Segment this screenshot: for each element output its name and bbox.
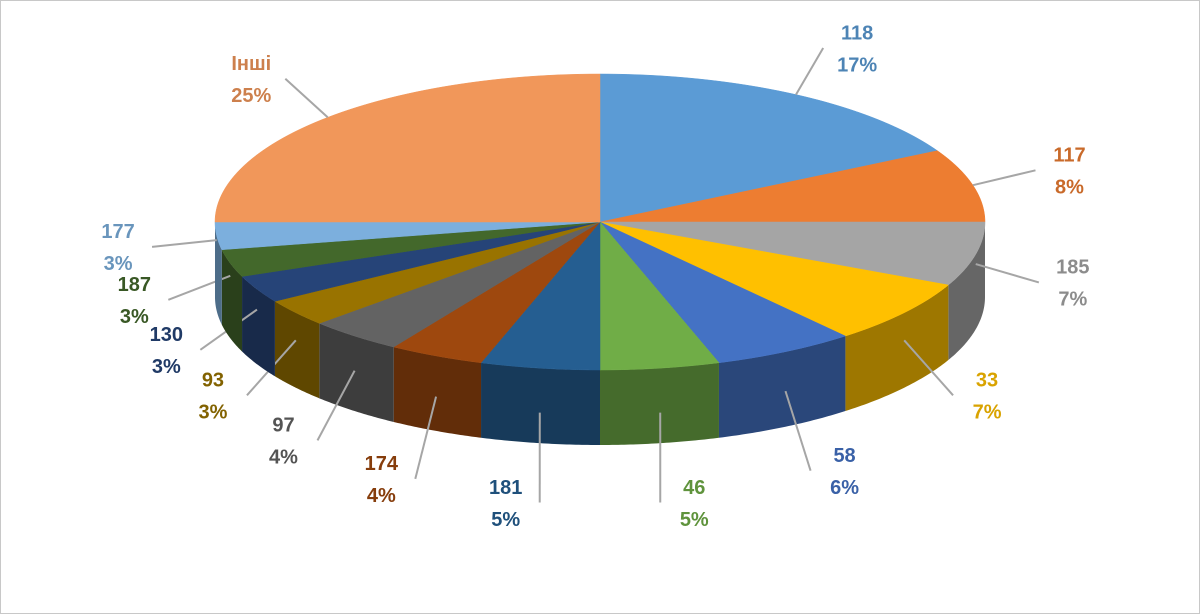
data-label-category: Інші [231,53,271,75]
slice-side [600,362,719,445]
slice-side [481,362,600,445]
leader-line [795,47,825,96]
data-label-category: 33 [976,370,998,392]
slice [599,221,949,412]
slice-side [845,285,949,412]
slice-top [599,221,847,364]
data-label-category: 174 [365,453,399,475]
data-label-category: 93 [202,370,224,392]
data-label-category: 97 [272,415,294,437]
slice [214,221,601,325]
leader-line [975,263,1040,284]
slice-side [242,276,275,377]
slice-side [393,346,482,438]
slice [393,221,601,438]
slice-top [599,221,949,337]
slice [221,221,601,352]
leader-line [284,77,329,119]
leader-line [414,396,438,480]
slice-side [718,336,846,438]
slice-side [274,301,320,399]
data-label-value: 7% [973,402,1002,424]
slice-top [241,221,601,302]
data-label-value: 8% [1055,177,1084,199]
slice-top [318,221,601,348]
slice [274,221,601,399]
data-label-value: 25% [231,85,271,107]
data-label-value: 3% [120,306,149,328]
data-label-category: 187 [118,274,151,296]
slice-top [599,221,986,286]
slice [599,221,720,445]
slice [480,221,601,445]
data-label-value: 17% [837,54,877,76]
data-label-category: 177 [101,221,134,243]
slice [599,221,847,438]
slice-top [274,221,601,324]
slice-side [215,222,222,325]
data-label-value: 3% [104,253,133,275]
data-label-value: 3% [152,356,181,378]
slice-top [599,221,720,371]
leader-line [972,169,1036,187]
data-label-category: 185 [1056,257,1089,279]
data-label-category: 130 [150,324,183,346]
data-label-category: 46 [683,477,705,499]
slice-top [221,221,601,277]
leader-line [316,370,356,441]
slice-side [319,323,394,422]
data-label-value: 7% [1058,289,1087,311]
slice [241,221,601,377]
data-label-value: 5% [491,509,520,531]
leader-line [151,239,217,248]
data-label-category: 58 [833,445,855,467]
leader-line [903,339,954,396]
data-label-category: 118 [841,22,873,44]
data-label-value: 6% [830,477,859,499]
leader-line [784,390,812,471]
data-label-category: 117 [1053,145,1085,167]
slice-top [480,221,601,371]
slice [599,221,986,361]
data-label-value: 4% [269,447,298,469]
slice-side [221,249,243,352]
data-label-value: 3% [198,402,227,424]
slice-side [948,222,985,361]
slice-top [393,221,601,364]
data-label-value: 5% [680,509,709,531]
data-label-value: 4% [367,485,396,507]
data-label-category: 181 [489,477,522,499]
slice-top [214,221,601,250]
slice [318,221,601,422]
